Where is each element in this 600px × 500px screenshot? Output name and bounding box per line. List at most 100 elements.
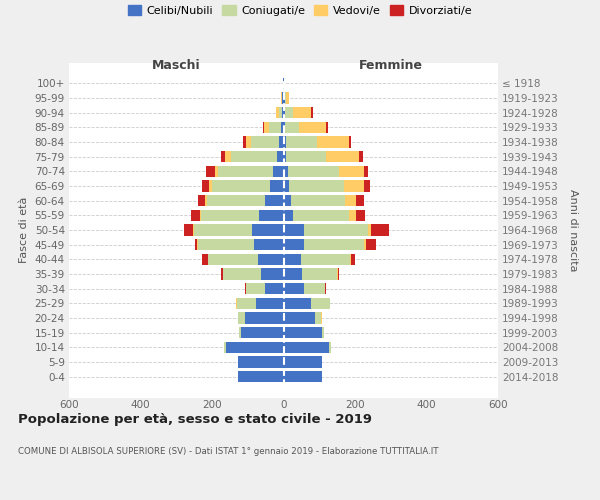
Bar xyxy=(209,180,212,192)
Bar xyxy=(277,151,284,162)
Bar xyxy=(299,122,326,133)
Bar xyxy=(191,210,200,221)
Bar xyxy=(279,136,284,148)
Bar xyxy=(284,371,322,382)
Bar xyxy=(215,166,218,177)
Bar xyxy=(288,166,338,177)
Bar xyxy=(326,122,328,133)
Y-axis label: Anni di nascita: Anni di nascita xyxy=(568,188,578,271)
Bar xyxy=(304,239,364,250)
Bar xyxy=(311,298,330,309)
Bar xyxy=(286,136,317,148)
Bar xyxy=(283,92,284,104)
Bar xyxy=(284,180,289,192)
Bar xyxy=(286,92,289,104)
Bar xyxy=(238,356,284,368)
Bar xyxy=(256,298,284,309)
Bar xyxy=(197,239,198,250)
Bar xyxy=(194,224,252,235)
Bar xyxy=(284,298,311,309)
Bar xyxy=(206,166,215,177)
Bar xyxy=(371,224,389,235)
Bar xyxy=(264,122,269,133)
Bar xyxy=(218,166,273,177)
Bar xyxy=(349,136,351,148)
Bar xyxy=(265,283,284,294)
Bar xyxy=(279,107,282,118)
Bar xyxy=(285,107,293,118)
Bar xyxy=(337,268,338,280)
Bar xyxy=(284,342,329,353)
Bar xyxy=(284,210,293,221)
Bar xyxy=(322,327,324,338)
Bar xyxy=(284,136,286,148)
Bar xyxy=(198,239,254,250)
Bar xyxy=(232,151,277,162)
Bar xyxy=(364,239,367,250)
Bar xyxy=(245,312,284,324)
Bar xyxy=(302,268,337,280)
Bar xyxy=(284,312,315,324)
Bar xyxy=(285,122,299,133)
Bar xyxy=(359,151,363,162)
Bar xyxy=(243,136,245,148)
Bar xyxy=(212,180,270,192)
Bar xyxy=(326,151,359,162)
Bar xyxy=(349,210,356,221)
Text: COMUNE DI ALBISOLA SUPERIORE (SV) - Dati ISTAT 1° gennaio 2019 - Elaborazione TU: COMUNE DI ALBISOLA SUPERIORE (SV) - Dati… xyxy=(18,448,439,456)
Text: Femmine: Femmine xyxy=(359,58,423,71)
Bar xyxy=(350,254,352,265)
Bar xyxy=(221,268,223,280)
Bar xyxy=(207,195,265,206)
Bar xyxy=(262,268,284,280)
Bar xyxy=(245,283,247,294)
Bar xyxy=(254,239,284,250)
Bar xyxy=(367,239,376,250)
Bar xyxy=(284,239,304,250)
Bar xyxy=(197,195,205,206)
Bar xyxy=(265,195,284,206)
Bar xyxy=(364,180,370,192)
Bar xyxy=(225,151,232,162)
Bar xyxy=(325,283,326,294)
Bar xyxy=(224,342,226,353)
Bar xyxy=(252,224,284,235)
Bar xyxy=(208,254,258,265)
Bar xyxy=(251,136,279,148)
Bar xyxy=(284,356,322,368)
Bar xyxy=(356,195,364,206)
Bar xyxy=(184,224,193,235)
Bar xyxy=(195,239,197,250)
Bar xyxy=(269,122,281,133)
Bar xyxy=(284,151,286,162)
Bar xyxy=(238,371,284,382)
Bar xyxy=(238,312,245,324)
Bar xyxy=(304,224,368,235)
Bar xyxy=(241,327,284,338)
Bar xyxy=(247,283,265,294)
Bar xyxy=(311,107,313,118)
Bar xyxy=(289,180,344,192)
Bar xyxy=(282,92,283,104)
Bar xyxy=(352,254,355,265)
Bar xyxy=(263,122,264,133)
Bar xyxy=(284,268,302,280)
Bar xyxy=(317,136,349,148)
Text: Popolazione per età, sesso e stato civile - 2019: Popolazione per età, sesso e stato civil… xyxy=(18,412,372,426)
Bar xyxy=(304,283,325,294)
Bar xyxy=(281,92,282,104)
Bar xyxy=(258,254,284,265)
Legend: Celibi/Nubili, Coniugati/e, Vedovi/e, Divorziati/e: Celibi/Nubili, Coniugati/e, Vedovi/e, Di… xyxy=(125,3,475,18)
Bar xyxy=(236,298,237,309)
Y-axis label: Fasce di età: Fasce di età xyxy=(19,197,29,263)
Bar xyxy=(202,254,208,265)
Bar xyxy=(284,107,285,118)
Bar xyxy=(273,166,284,177)
Bar xyxy=(239,327,241,338)
Bar xyxy=(286,151,326,162)
Text: Maschi: Maschi xyxy=(152,58,200,71)
Bar xyxy=(290,195,345,206)
Bar xyxy=(226,342,284,353)
Bar xyxy=(284,224,304,235)
Bar xyxy=(293,107,311,118)
